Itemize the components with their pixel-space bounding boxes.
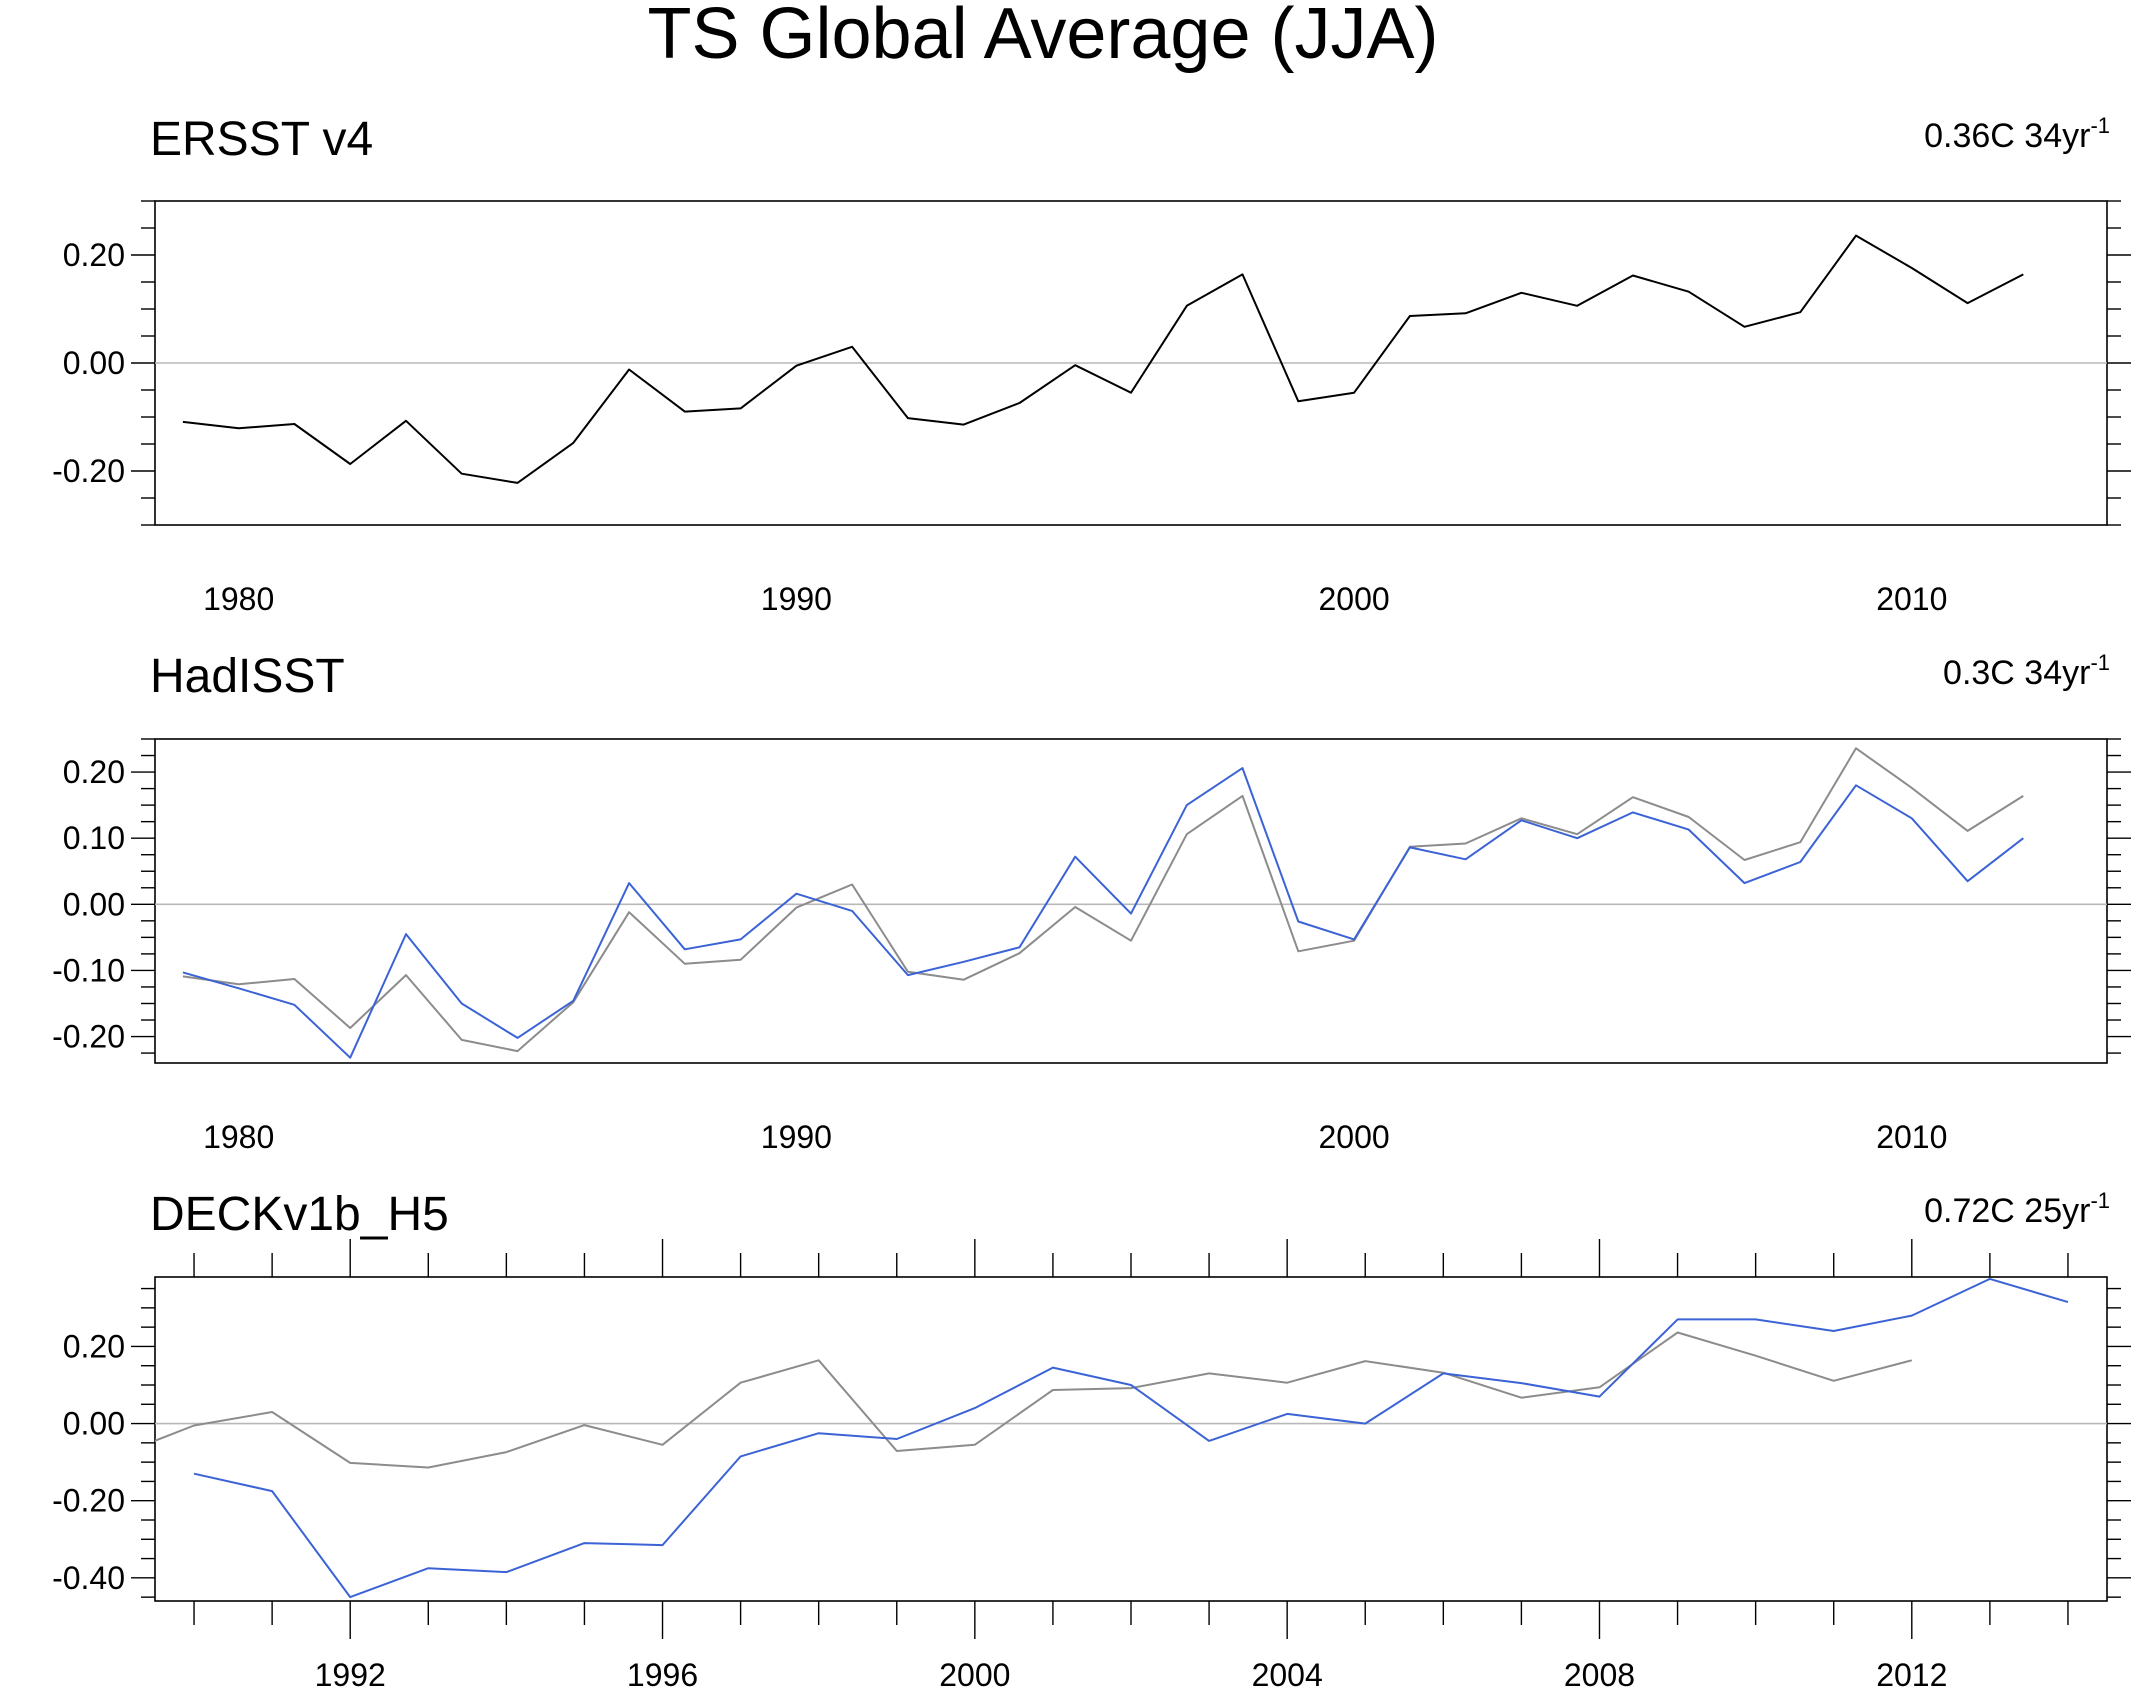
- x-tick-label: 2010: [1876, 581, 1947, 617]
- trend-label: 0.36C 34yr-1: [1924, 113, 2110, 155]
- x-tick-label: 1980: [203, 581, 274, 617]
- x-tick-label: 2000: [939, 1657, 1010, 1693]
- trend-text: 0.36C 34yr: [1924, 117, 2090, 155]
- y-tick-label: 0.10: [63, 820, 125, 856]
- trend-label: 0.3C 34yr-1: [1943, 650, 2110, 692]
- y-tick-label: 0.00: [63, 345, 125, 381]
- panel-ersst: ERSST v4 0.36C 34yr-1 1980 1990 2000 2010 -0…: [52, 113, 2131, 617]
- axes: 1980 1990 2000 2010 -0.20 0.00 0.20: [52, 200, 2131, 617]
- panel-title: HadISST: [150, 650, 345, 703]
- x-tick-label: 2004: [1252, 1657, 1323, 1693]
- panel-title: ERSST v4: [150, 113, 373, 166]
- plot-area: [155, 234, 2107, 484]
- y-tick-label: -0.10: [52, 952, 125, 988]
- panel-hadisst: HadISST 0.3C 34yr-1 1980 1990 2000 2010 -0.2…: [52, 650, 2131, 1155]
- y-tick-label: -0.20: [52, 1483, 125, 1519]
- plot-area: [155, 747, 2107, 1059]
- trend-label: 0.72C 25yr-1: [1924, 1188, 2110, 1230]
- x-tick-label: 1992: [315, 1657, 386, 1693]
- axes: 1980 1990 2000 2010 -0.20 -0.10 0.00 0.10 0.20: [52, 738, 2131, 1155]
- y-tick-label: -0.20: [52, 1019, 125, 1055]
- x-tick-label: 2000: [1318, 1119, 1389, 1155]
- plot-area: [155, 1277, 2107, 1599]
- trend-text: 0.3C 34yr: [1943, 654, 2090, 692]
- x-tick-label: 1980: [203, 1119, 274, 1155]
- trend-text: 0.72C 25yr: [1924, 1192, 2090, 1230]
- y-tick-label: 0.20: [63, 237, 125, 273]
- y-tick-label: 0.00: [63, 1406, 125, 1442]
- x-tick-label: 1990: [761, 1119, 832, 1155]
- y-tick-label: 0.00: [63, 886, 125, 922]
- x-tick-label: 2000: [1318, 581, 1389, 617]
- trend-superscript: -1: [2090, 113, 2110, 138]
- plot-frame: [154, 738, 2108, 1064]
- series-line-ersst-v4: [155, 1331, 1913, 1469]
- x-tick-label: 2010: [1876, 1119, 1947, 1155]
- series-line-ersst-v4: [182, 234, 2024, 484]
- trend-superscript: -1: [2090, 650, 2110, 675]
- figure-title: TS Global Average (JJA): [647, 0, 1438, 74]
- y-tick-label: 0.20: [63, 754, 125, 790]
- y-tick-label: 0.20: [63, 1328, 125, 1364]
- panel-title: DECKv1b_H5: [150, 1188, 449, 1241]
- series-line-ersst-v4: [182, 747, 2024, 1053]
- series-line-deckv1b-h5: [193, 1277, 2069, 1599]
- x-tick-label: 2012: [1876, 1657, 1947, 1693]
- plot-frame: [154, 1276, 2108, 1602]
- panel-deck: DECKv1b_H5 0.72C 25yr-1 1992 1996 2000 2004…: [52, 1188, 2131, 1693]
- y-tick-label: -0.40: [52, 1560, 125, 1596]
- x-tick-label: 1996: [627, 1657, 698, 1693]
- y-tick-label: -0.20: [52, 453, 125, 489]
- x-tick-label: 2008: [1564, 1657, 1635, 1693]
- series-line-hadisst: [182, 767, 2024, 1059]
- x-tick-label: 1990: [761, 581, 832, 617]
- trend-superscript: -1: [2090, 1188, 2110, 1213]
- axes: 1992 1996 2000 2004 2008 2012 -0.40 -0.20 0.00 0.…: [52, 1239, 2131, 1693]
